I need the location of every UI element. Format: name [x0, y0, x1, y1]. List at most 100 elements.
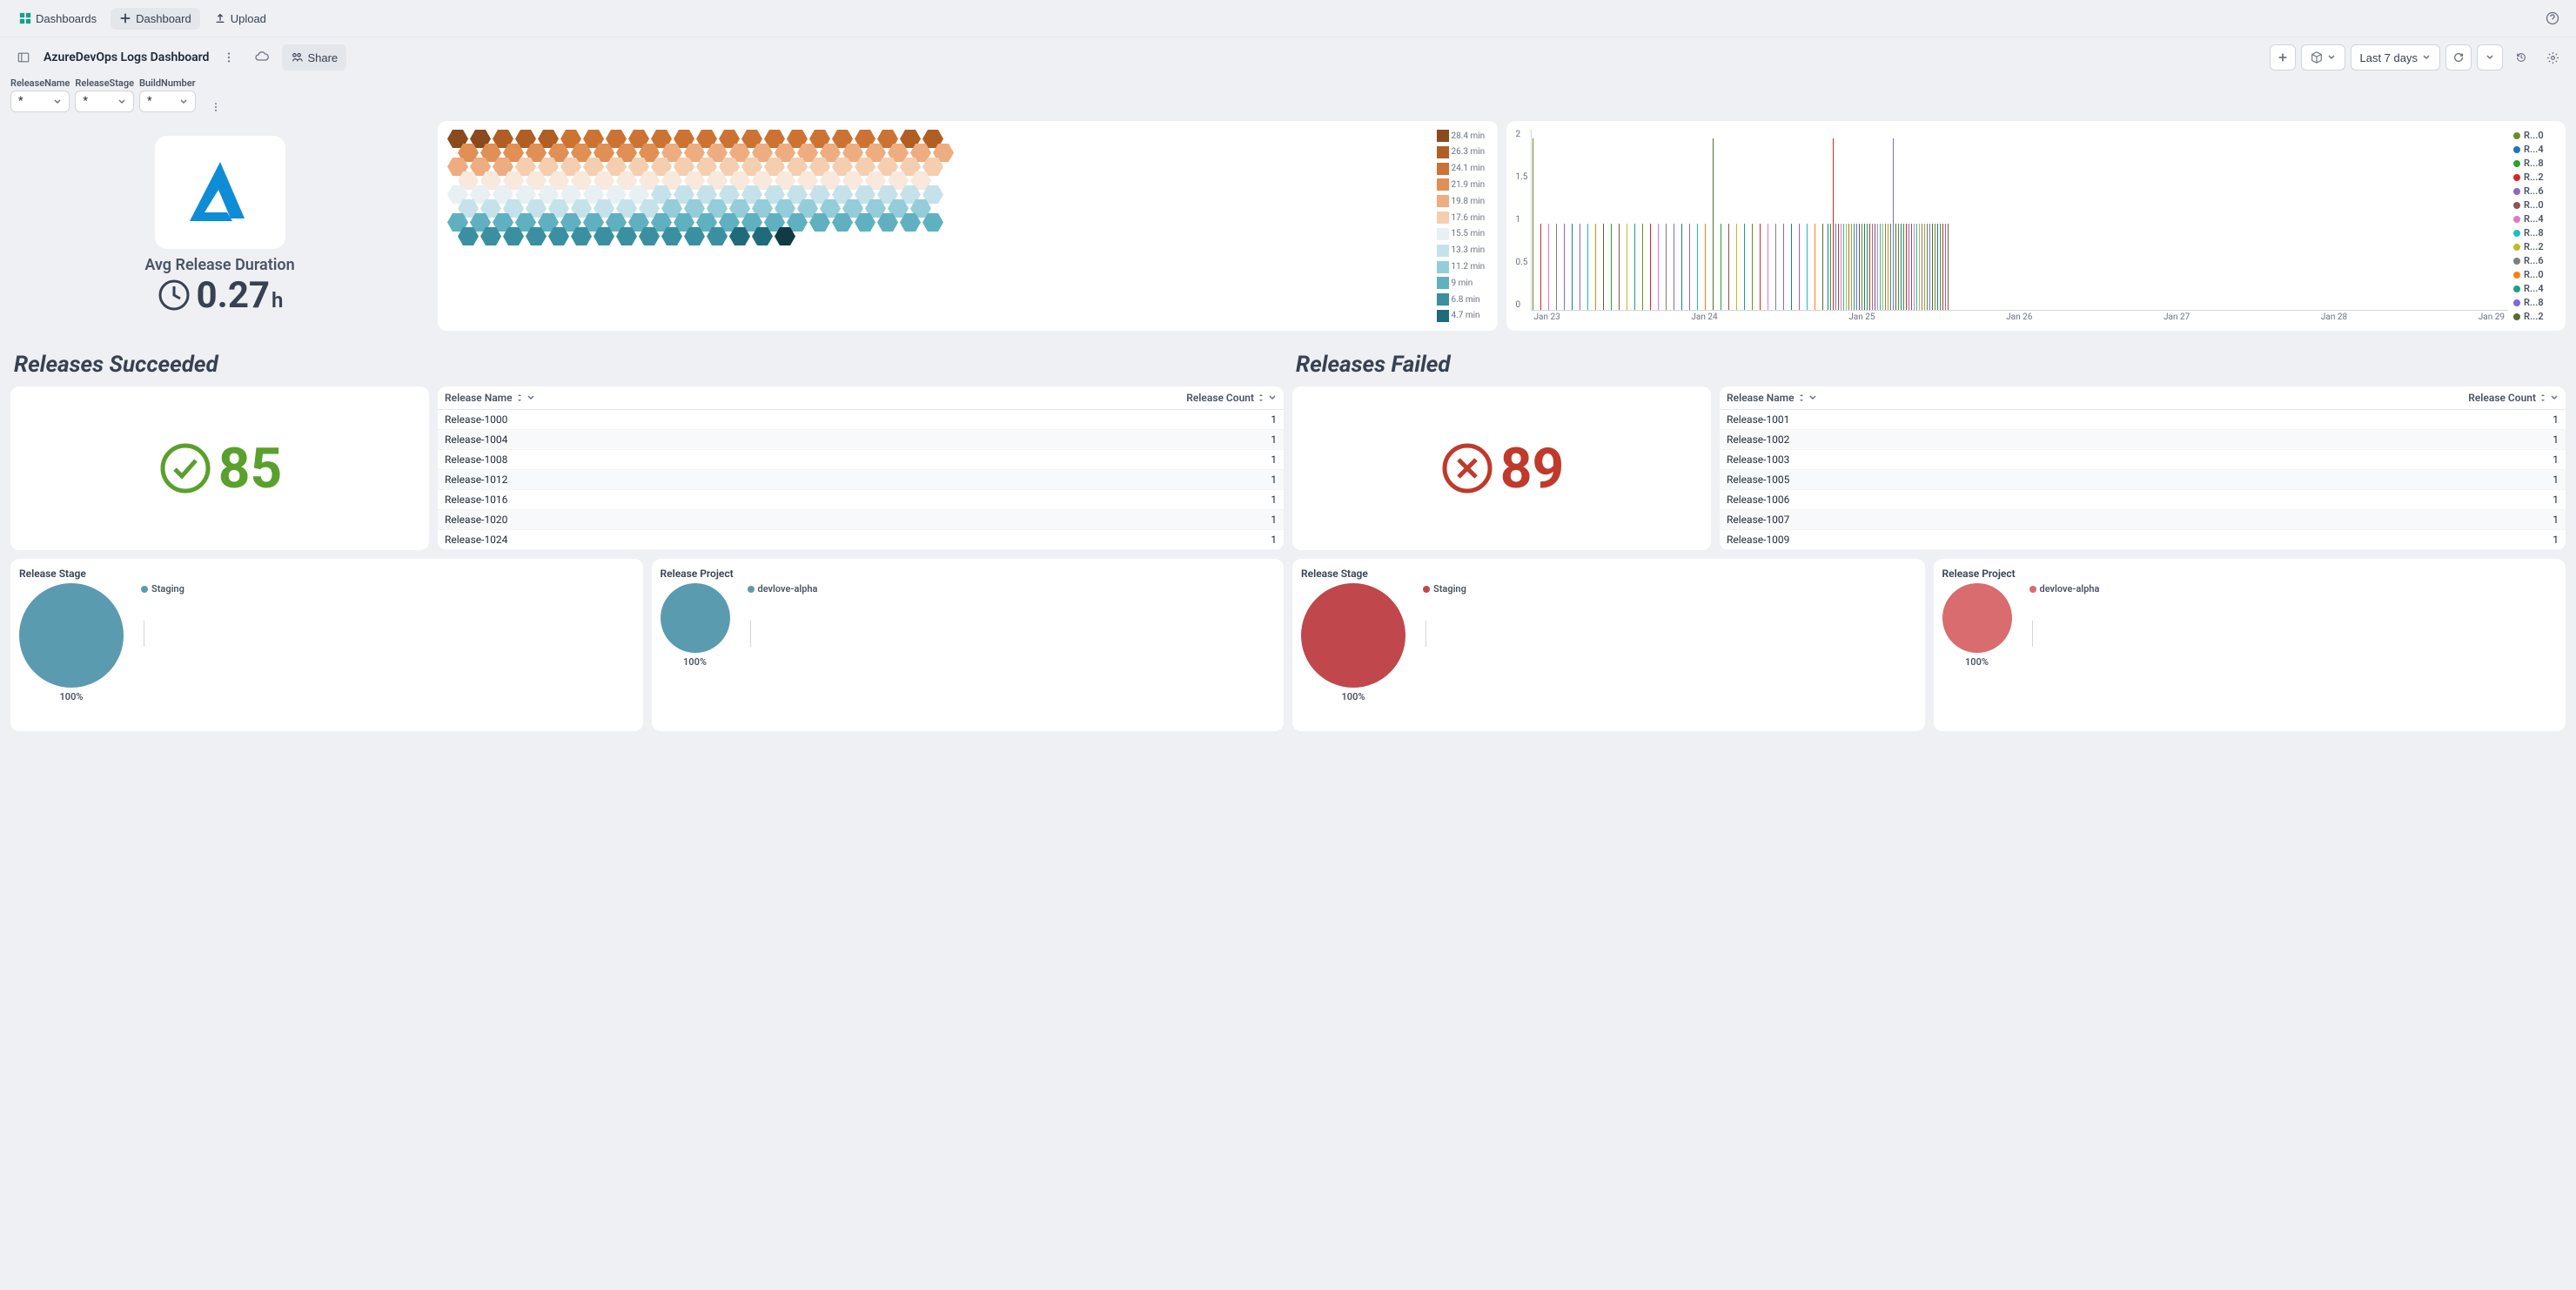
pie-circle	[661, 583, 730, 653]
filters-menu[interactable]	[203, 102, 229, 112]
ts-bar	[1619, 224, 1620, 310]
dashboard-title: AzureDevOps Logs Dashboard	[44, 50, 209, 64]
check-circle-icon	[158, 440, 213, 496]
timeseries-panel: 21.510.50 Jan 23Jan 24Jan 25Jan 26Jan 27…	[1506, 121, 2566, 331]
legend-dot	[2513, 286, 2520, 292]
pie-legend[interactable]: Staging	[141, 583, 184, 595]
x-circle-icon	[1439, 440, 1495, 496]
chevron-down-icon	[179, 97, 188, 106]
pie-pct: 100%	[1965, 656, 1989, 668]
time-range-button[interactable]: Last 7 days	[2351, 44, 2441, 71]
pie-legend[interactable]: devlove-alpha	[2029, 583, 2100, 595]
table-row[interactable]: Release-10071	[1720, 510, 2566, 530]
chevron-down-icon	[53, 97, 62, 106]
sort-icon	[516, 394, 523, 401]
scale-label: 9 min	[1452, 279, 1473, 288]
refresh-interval-button[interactable]	[2477, 44, 2503, 71]
pie-circle	[1942, 583, 2012, 653]
table-row[interactable]: Release-10061	[1720, 490, 2566, 510]
legend-item[interactable]: R...6	[2513, 255, 2557, 266]
scale-swatch	[1437, 195, 1449, 207]
table-row[interactable]: Release-10081	[438, 450, 1284, 470]
legend-item[interactable]: R...4	[2513, 283, 2557, 294]
legend-item[interactable]: R...4	[2513, 213, 2557, 225]
legend-item[interactable]: R...8	[2513, 227, 2557, 239]
azure-logo-icon	[177, 153, 264, 232]
scale-label: 17.6 min	[1452, 213, 1486, 223]
table-row[interactable]: Release-10041	[438, 430, 1284, 450]
divider	[2032, 621, 2033, 647]
pie-panel-2: Release Stage 100% Staging	[1292, 559, 1925, 731]
legend-item[interactable]: R...0	[2513, 130, 2557, 141]
table-row[interactable]: Release-10011	[1720, 410, 2566, 430]
filter-select-2[interactable]: *	[139, 91, 196, 112]
subbar: AzureDevOps Logs Dashboard Share Last 7 …	[0, 37, 2576, 77]
refresh-button[interactable]	[2445, 44, 2472, 71]
sort-icon	[1258, 394, 1265, 401]
ts-bar	[1893, 138, 1894, 310]
table-row[interactable]: Release-10161	[438, 490, 1284, 510]
dashboards-link[interactable]: Dashboards	[10, 8, 105, 30]
filter-select-0[interactable]: *	[10, 91, 70, 112]
hexbin-panel: 28.4 min26.3 min24.1 min21.9 min19.8 min…	[438, 121, 1498, 331]
table-header[interactable]: Release Count	[1186, 392, 1277, 404]
title-menu[interactable]	[216, 44, 242, 71]
succeeded-table-panel: Release Name Release Count Release-10001…	[438, 386, 1284, 550]
legend-item[interactable]: R...8	[2513, 297, 2557, 308]
table-row[interactable]: Release-10051	[1720, 470, 2566, 490]
ts-bar	[1689, 224, 1690, 310]
table-header[interactable]: Release Count	[2468, 392, 2559, 404]
cloud-button[interactable]	[249, 44, 275, 71]
chevron-down-icon	[2422, 53, 2431, 62]
legend-item[interactable]: R...8	[2513, 158, 2557, 169]
legend-item[interactable]: R...2	[2513, 311, 2557, 322]
xtick: Jan 27	[2163, 312, 2190, 322]
table-row[interactable]: Release-10241	[438, 530, 1284, 550]
pie-legend[interactable]: Staging	[1423, 583, 1466, 595]
filter-select-1[interactable]: *	[75, 91, 134, 112]
legend-item[interactable]: R...6	[2513, 185, 2557, 197]
history-button[interactable]	[2508, 44, 2534, 71]
legend-item[interactable]: R...4	[2513, 144, 2557, 155]
table-row[interactable]: Release-10001	[438, 410, 1284, 430]
legend-dot	[2513, 216, 2520, 223]
ts-bar	[1932, 224, 1933, 310]
share-button[interactable]: Share	[282, 44, 346, 71]
legend-item[interactable]: R...2	[2513, 241, 2557, 252]
sort-icon	[2539, 394, 2546, 401]
legend-item[interactable]: R...0	[2513, 199, 2557, 211]
settings-button[interactable]	[2539, 44, 2566, 71]
ts-bar	[1775, 224, 1776, 310]
upload-button[interactable]: Upload	[205, 8, 275, 30]
table-row[interactable]: Release-10091	[1720, 530, 2566, 550]
legend-dot	[2513, 174, 2520, 181]
table-header[interactable]: Release Name	[1727, 392, 1817, 404]
succeeded-title: Releases Succeeded	[10, 339, 1284, 378]
table-row[interactable]: Release-10031	[1720, 450, 2566, 470]
sidebar-toggle[interactable]	[10, 44, 37, 71]
ts-bar	[1885, 224, 1886, 310]
refresh-icon	[2452, 51, 2465, 64]
legend-item[interactable]: R...0	[2513, 269, 2557, 280]
cube-dropdown[interactable]	[2301, 44, 2345, 71]
pie-title: Release Project	[661, 568, 1276, 580]
time-range-label: Last 7 days	[2360, 51, 2418, 64]
ts-bar	[1556, 224, 1557, 310]
legend-item[interactable]: R...2	[2513, 171, 2557, 183]
table-header[interactable]: Release Name	[445, 392, 535, 404]
ytick: 1.5	[1516, 172, 1528, 182]
add-dashboard-button[interactable]: Dashboard	[111, 8, 200, 30]
xtick: Jan 28	[2321, 312, 2347, 322]
ts-bar	[1843, 224, 1844, 310]
add-panel-button[interactable]	[2270, 44, 2296, 71]
ts-bar	[1666, 224, 1667, 310]
pie-legend[interactable]: devlove-alpha	[748, 583, 818, 595]
ts-bar	[1736, 224, 1737, 310]
ts-bar	[1916, 224, 1917, 310]
table-row[interactable]: Release-10201	[438, 510, 1284, 530]
table-row[interactable]: Release-10021	[1720, 430, 2566, 450]
help-button[interactable]	[2539, 5, 2566, 31]
ts-bar	[1548, 224, 1549, 310]
table-row[interactable]: Release-10121	[438, 470, 1284, 490]
chevron-down-icon	[1808, 393, 1817, 402]
